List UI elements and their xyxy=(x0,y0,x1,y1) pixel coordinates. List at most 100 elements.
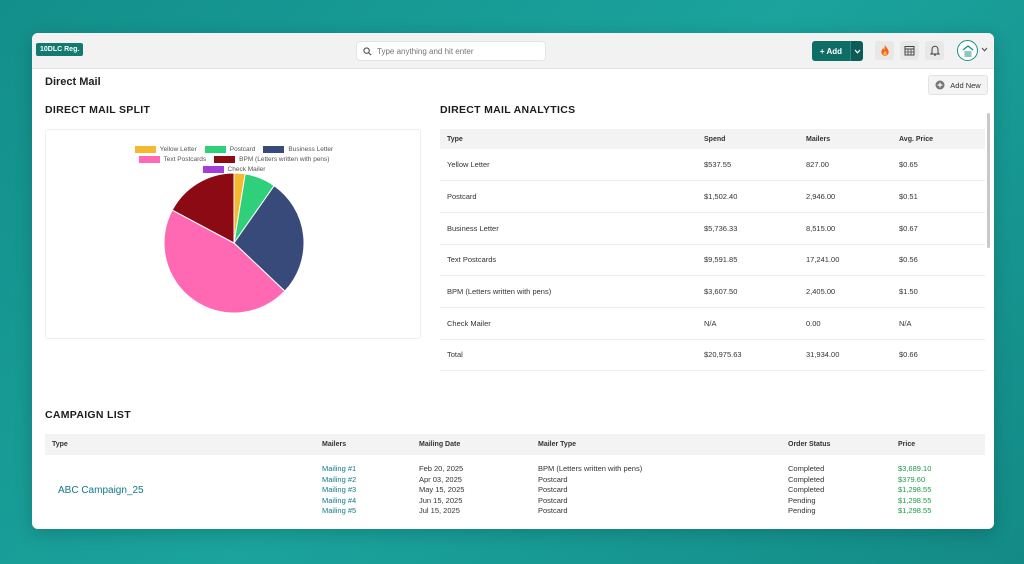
legend-item[interactable]: Text Postcards xyxy=(138,156,207,163)
cell-spend: N/A xyxy=(697,307,799,340)
add-dropdown-button[interactable] xyxy=(850,41,863,61)
order-status: Completed xyxy=(788,474,825,484)
avatar[interactable] xyxy=(957,40,978,61)
mailer-link[interactable]: Mailing #4 xyxy=(322,495,357,505)
plus-circle-icon xyxy=(935,80,945,90)
cell-avg-price: $0.56 xyxy=(892,244,985,277)
cell-type: Total xyxy=(440,339,697,372)
legend-swatch xyxy=(263,146,285,153)
table-row: Postcard $1,502.40 2,946.00 $0.51 xyxy=(440,180,985,213)
cell-spend: $1,502.40 xyxy=(697,180,799,213)
col-type[interactable]: Type xyxy=(45,434,315,455)
campaign-name-link[interactable]: ABC Campaign_25 xyxy=(58,484,144,496)
mailer-types: BPM (Letters written with pens) Postcard… xyxy=(538,464,781,517)
mailer-link[interactable]: Mailing #5 xyxy=(322,506,357,515)
notifications-button[interactable] xyxy=(925,41,944,60)
mailer-type: Postcard xyxy=(538,485,568,494)
order-status: Completed xyxy=(788,464,825,473)
pie-chart-card: Yellow Letter Postcard Business Letter Text… xyxy=(45,129,421,339)
mailer-link[interactable]: Mailing #1 xyxy=(322,464,357,473)
add-button[interactable]: + Add xyxy=(812,41,850,61)
search-input[interactable] xyxy=(377,46,537,56)
page-title: Direct Mail xyxy=(45,76,101,88)
fire-icon xyxy=(880,45,889,56)
cell-type: BPM (Letters written with pens) xyxy=(440,275,697,308)
mailer-type: Postcard xyxy=(538,506,568,515)
pie-slice-text-postcards[interactable] xyxy=(163,209,286,314)
add-new-button[interactable]: Add New xyxy=(928,75,988,95)
chevron-down-icon xyxy=(854,49,860,54)
cell-mailers: 31,934.00 xyxy=(799,339,892,372)
chevron-down-icon[interactable] xyxy=(981,47,988,52)
table-row: BPM (Letters written with pens) $3,607.5… xyxy=(440,275,985,308)
legend-item[interactable]: Business Letter xyxy=(263,146,333,153)
house-logo-icon xyxy=(962,44,973,57)
table-row: Text Postcards $9,591.85 17,241.00 $0.56 xyxy=(440,244,985,277)
pie-slice-bpm-letters-written-with-pens[interactable] xyxy=(171,172,235,244)
mailer-link[interactable]: Mailing #2 xyxy=(322,474,357,484)
10dlc-badge[interactable]: 10DLC Reg. xyxy=(36,43,84,56)
cell-avg-price: $0.51 xyxy=(892,180,985,213)
order-status: Completed xyxy=(788,485,825,494)
legend-item[interactable]: Postcard xyxy=(204,146,255,153)
calendar-button[interactable] xyxy=(900,41,919,60)
search-icon xyxy=(363,46,372,55)
mailing-date: Feb 20, 2025 xyxy=(419,464,464,473)
search-box[interactable] xyxy=(356,41,546,61)
cell-type: Text Postcards xyxy=(440,244,697,277)
campaign-row: ABC Campaign_25 Mailing #1 Mailing #2 Ma… xyxy=(45,455,985,517)
analytics-title: DIRECT MAIL ANALYTICS xyxy=(440,104,576,116)
cell-spend: $537.55 xyxy=(697,149,799,182)
mailer-link[interactable]: Mailing #3 xyxy=(322,485,357,494)
price: $3,689.10 xyxy=(898,464,932,473)
cell-spend: $20,975.63 xyxy=(697,339,799,372)
analytics-header-row: Type Spend Mailers Avg. Price xyxy=(440,129,985,149)
cell-type: Postcard xyxy=(440,180,697,213)
cell-avg-price: $0.66 xyxy=(892,339,985,372)
chart-legend: Yellow Letter Postcard Business Letter Text… xyxy=(46,146,422,173)
order-status: Pending xyxy=(788,506,816,515)
legend-item[interactable]: BPM (Letters written with pens) xyxy=(214,156,329,163)
col-mailer-type[interactable]: Mailer Type xyxy=(531,434,781,455)
col-avg-price[interactable]: Avg. Price xyxy=(892,129,985,149)
calendar-icon xyxy=(904,46,915,56)
cell-mailers: 2,405.00 xyxy=(799,275,892,308)
legend-item[interactable]: Yellow Letter xyxy=(134,146,197,153)
mailing-date: Jun 15, 2025 xyxy=(419,495,463,505)
col-order-status[interactable]: Order Status xyxy=(781,434,891,455)
legend-swatch xyxy=(138,156,160,163)
mailing-dates: Feb 20, 2025 Apr 03, 2025 May 15, 2025 J… xyxy=(419,464,531,517)
fire-button[interactable] xyxy=(875,41,894,60)
cell-type: Yellow Letter xyxy=(440,149,697,182)
legend-label: Yellow Letter xyxy=(159,146,197,153)
col-price[interactable]: Price xyxy=(891,434,985,455)
legend-label: BPM (Letters written with pens) xyxy=(239,156,330,163)
col-mailing-date[interactable]: Mailing Date xyxy=(412,434,531,455)
col-mailers[interactable]: Mailers xyxy=(315,434,412,455)
top-bar: 10DLC Reg. + Add xyxy=(32,33,994,69)
col-type[interactable]: Type xyxy=(440,129,697,149)
order-statuses: Completed Completed Completed Pending Pe… xyxy=(788,464,891,517)
cell-avg-price: $0.65 xyxy=(892,149,985,182)
vertical-scrollbar[interactable] xyxy=(987,113,990,248)
cell-spend: $9,591.85 xyxy=(697,244,799,277)
legend-label: Text Postcards xyxy=(163,156,207,163)
mailer-type: Postcard xyxy=(538,495,568,505)
cell-type: Check Mailer xyxy=(440,307,697,340)
legend-swatch xyxy=(202,166,224,173)
cell-avg-price: N/A xyxy=(892,307,985,340)
cell-avg-price: $0.67 xyxy=(892,212,985,245)
col-spend[interactable]: Spend xyxy=(697,129,799,149)
app-window: 10DLC Reg. + Add xyxy=(32,33,994,529)
price: $1,298.55 xyxy=(898,506,932,515)
cell-spend: $3,607.50 xyxy=(697,275,799,308)
legend-swatch xyxy=(134,146,156,153)
pie-slice-business-letter[interactable] xyxy=(233,184,305,292)
legend-item[interactable]: Check Mailer xyxy=(202,166,265,173)
add-new-label: Add New xyxy=(950,80,981,90)
mailers-list: Mailing #1 Mailing #2 Mailing #3 Mailing… xyxy=(322,464,412,517)
bell-icon xyxy=(929,45,940,56)
col-mailers[interactable]: Mailers xyxy=(799,129,892,149)
legend-label: Business Letter xyxy=(288,146,334,153)
price: $379.60 xyxy=(898,474,926,484)
